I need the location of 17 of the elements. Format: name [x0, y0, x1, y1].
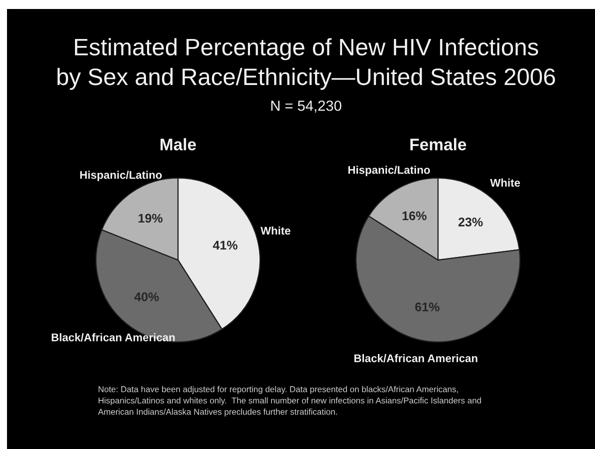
slice-label: White — [490, 178, 520, 187]
slice-label: Black/African American — [354, 354, 478, 362]
slice-label: Black/African American — [52, 333, 175, 342]
chart-title: Female — [410, 138, 466, 150]
data-label: 40% — [134, 292, 159, 302]
data-label: 23% — [458, 218, 483, 226]
text: Note: Data have been adjusted for reporting delay. Data presented on blacks/African Americans, Hispanics/Latinos and whites only. The small number of new infections in Asians/Pacific Islanders and American Indians/Alaska Natives precludes further stratification. — [98, 386, 481, 416]
data-label: 61% — [415, 302, 440, 312]
slice-label: Hispanic/Latino — [348, 166, 430, 176]
data-label: 16% — [402, 211, 426, 220]
slice-label: Hispanic/Latino — [80, 170, 162, 182]
data-label: 19% — [138, 214, 163, 223]
text: Estimated Percentage of New HIV Infections by Sex and Race/Ethnicity—United States 2006 — [58, 38, 555, 90]
chart-title: Male — [160, 138, 196, 150]
text: N = 54,230 — [271, 100, 342, 113]
data-label: 41% — [212, 240, 238, 250]
slice-label: White — [260, 226, 290, 235]
